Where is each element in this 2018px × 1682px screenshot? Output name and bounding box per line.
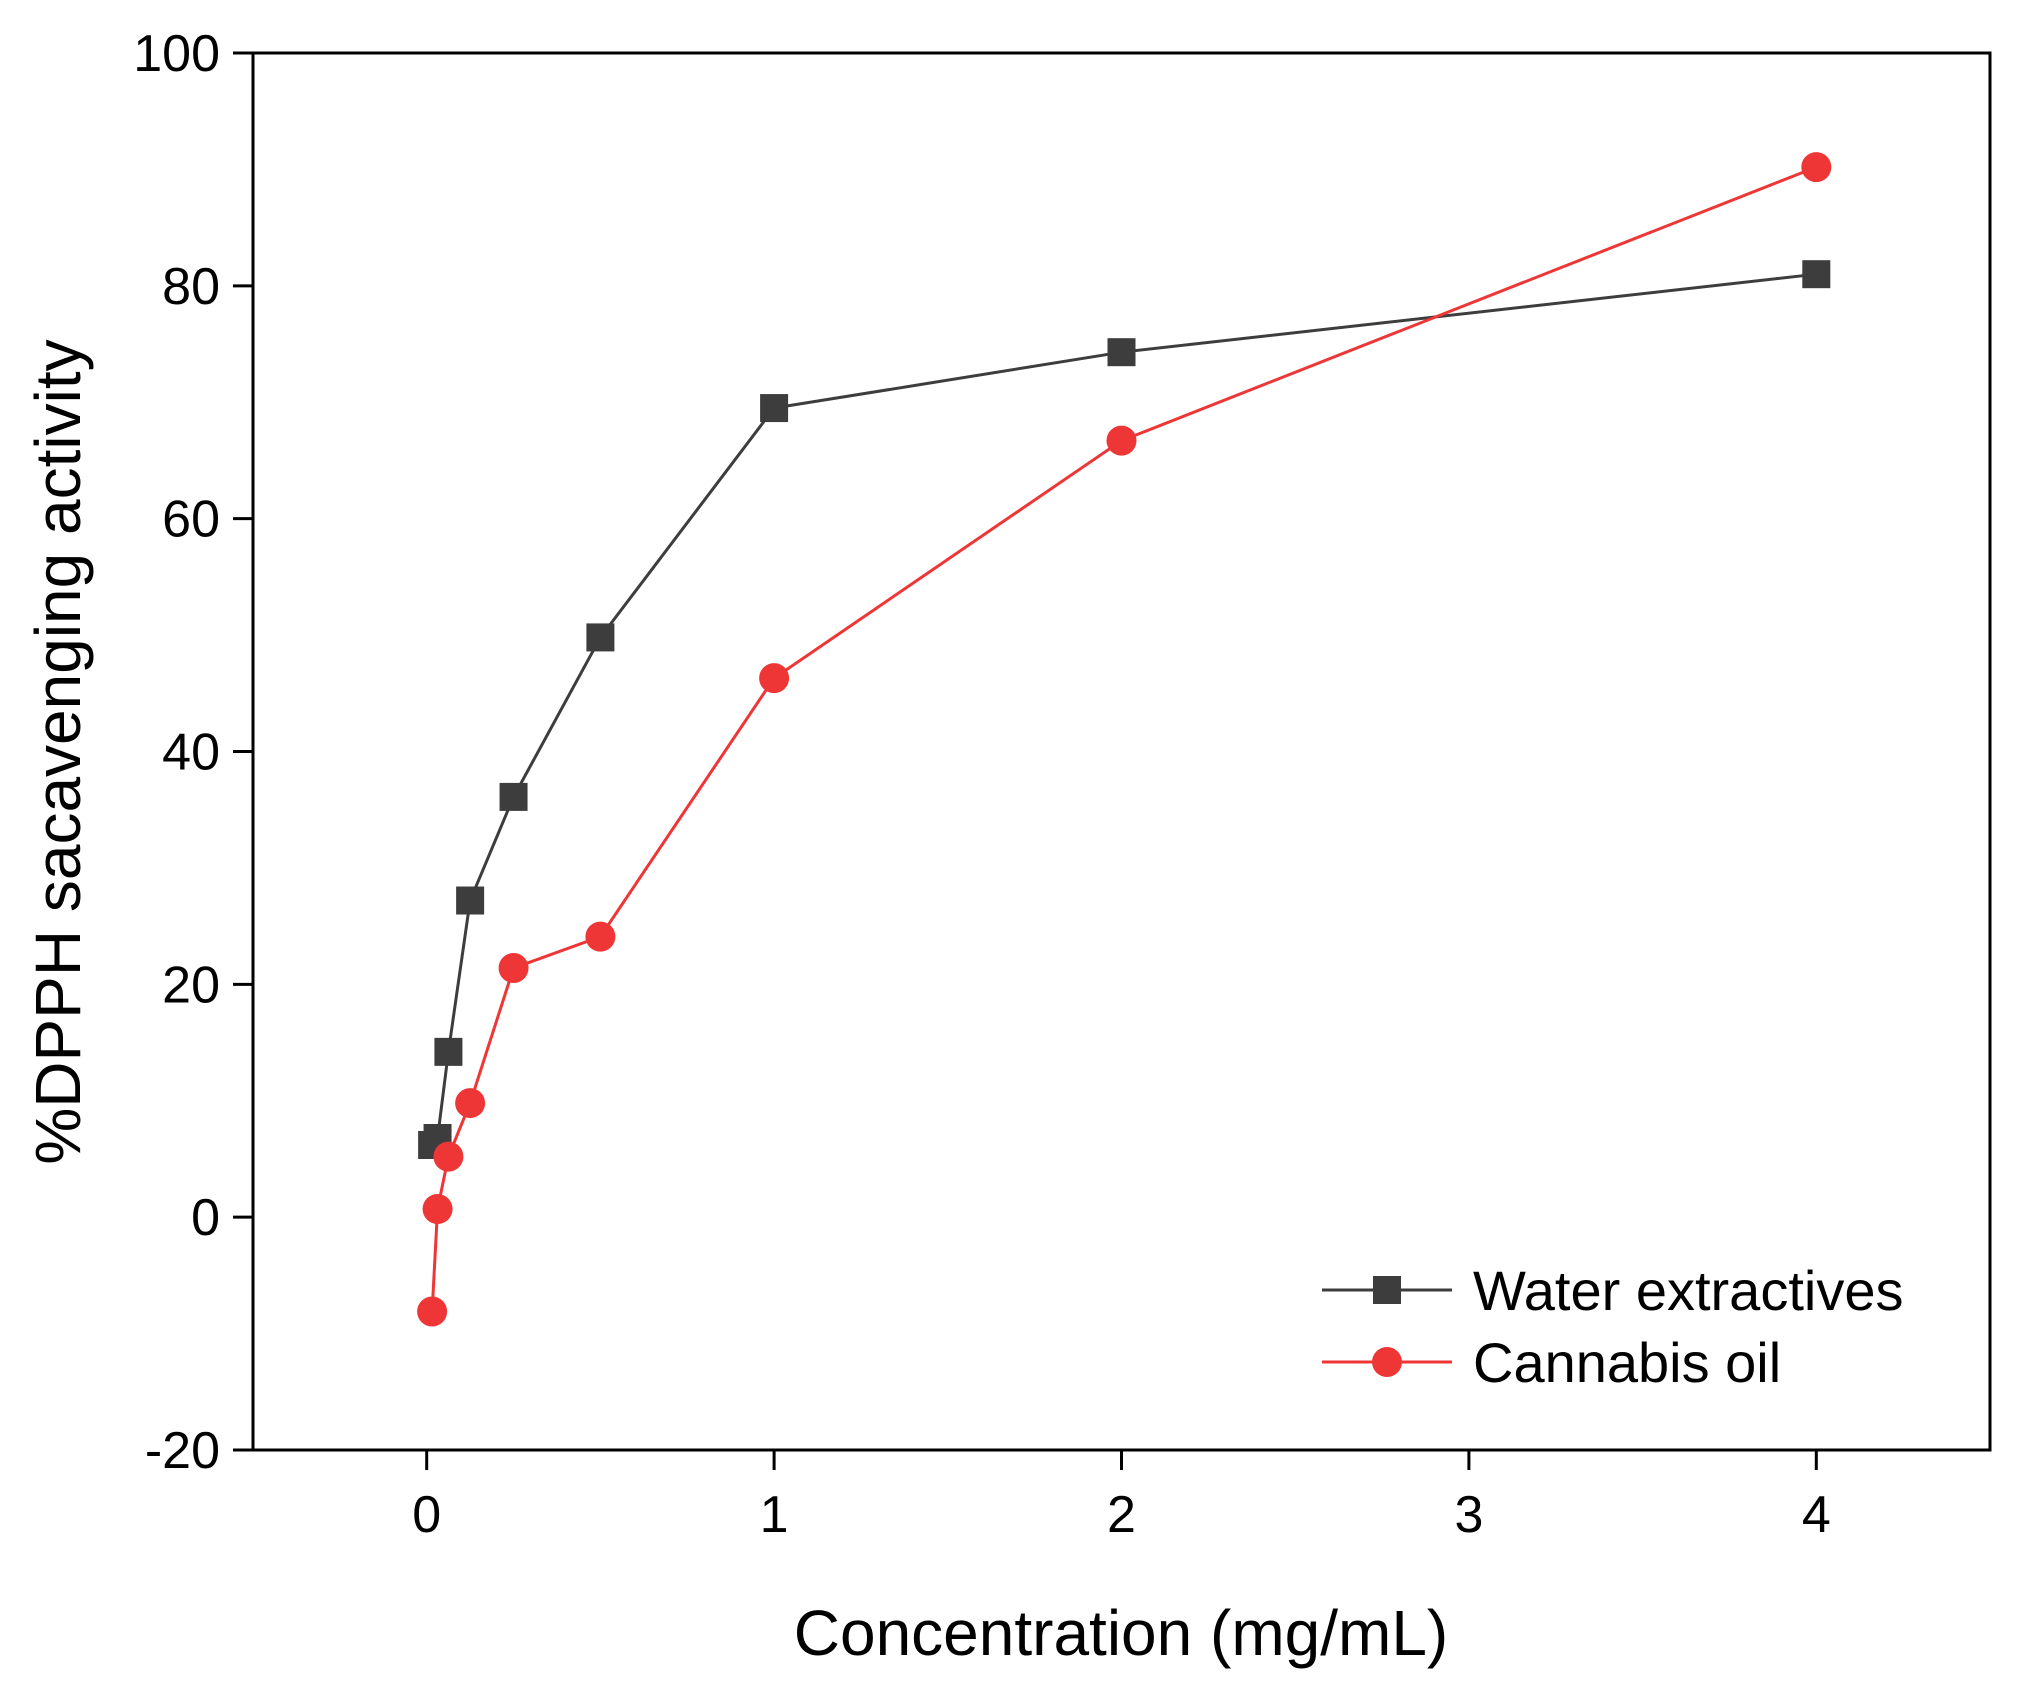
- y-tick-label: 0: [191, 1189, 220, 1247]
- legend-marker-cannabis-oil: [1372, 1347, 1402, 1377]
- y-tick-label: 20: [162, 956, 220, 1014]
- plot-frame: [251, 51, 1992, 1452]
- y-tick-label: 100: [133, 25, 220, 83]
- legend-label-cannabis-oil: Cannabis oil: [1473, 1331, 1781, 1394]
- cannabis-oil-point: [498, 953, 529, 984]
- water-extractives-point: [434, 1037, 463, 1066]
- water-extractives-point: [456, 886, 485, 915]
- legend: Water extractives Cannabis oil: [1322, 1259, 1903, 1394]
- y-tick-label: -20: [145, 1422, 220, 1480]
- cannabis-oil-point: [759, 663, 790, 694]
- water-extractives-point: [1802, 260, 1831, 289]
- x-axis-title: Concentration (mg/mL): [794, 1597, 1448, 1669]
- cannabis-oil-point: [585, 921, 616, 952]
- y-axis-title: %DPPH sacavenging activity: [22, 339, 94, 1164]
- cannabis-oil-point: [422, 1194, 453, 1225]
- water-extractives-point: [499, 782, 528, 811]
- water-extractives-point: [586, 623, 615, 652]
- cannabis-oil-point: [1106, 425, 1137, 456]
- x-tick-label: 4: [1802, 1486, 1831, 1544]
- series-layer: [417, 152, 1832, 1327]
- y-tick-label: 40: [162, 724, 220, 782]
- axis-ticks: 0 1 2 3 4 -20 0 20 40 60 80 100: [133, 25, 1831, 1544]
- water-extractives-line: [430, 272, 1817, 1146]
- water-extractives-point: [760, 394, 789, 423]
- cannabis-oil-point: [417, 1296, 448, 1327]
- x-tick-label: 1: [760, 1486, 789, 1544]
- cannabis-oil-point: [433, 1141, 464, 1172]
- cannabis-oil-point: [1801, 152, 1832, 183]
- y-tick-label: 80: [162, 258, 220, 316]
- x-tick-label: 3: [1454, 1486, 1483, 1544]
- legend-label-water-extractives: Water extractives: [1473, 1259, 1903, 1322]
- cannabis-oil-point: [455, 1088, 486, 1119]
- legend-marker-water-extractives: [1373, 1276, 1401, 1304]
- x-tick-label: 0: [412, 1486, 441, 1544]
- x-tick-label: 2: [1107, 1486, 1136, 1544]
- water-extractives-point: [1107, 338, 1136, 367]
- y-tick-label: 60: [162, 491, 220, 549]
